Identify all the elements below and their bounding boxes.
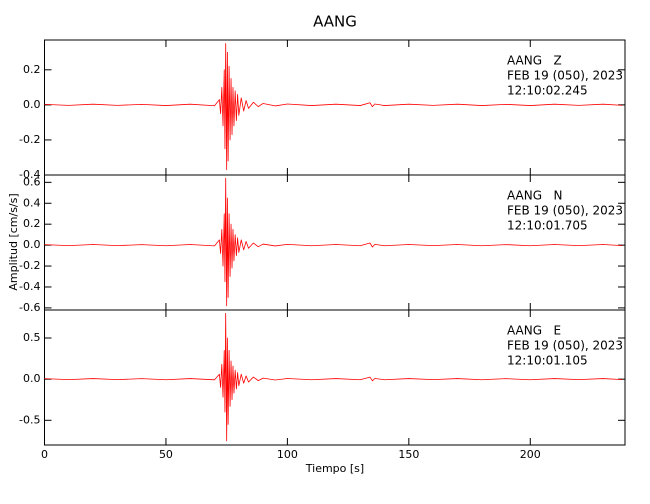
y-tick-label: 0.5 [23, 331, 41, 344]
chart-title: AANG [313, 13, 357, 31]
annotation: AANG Z [507, 54, 562, 68]
annotation: 12:10:01.705 [507, 219, 588, 233]
y-tick-label: -0.4 [19, 280, 40, 293]
annotation: FEB 19 (050), 2023 [507, 69, 623, 83]
annotation: FEB 19 (050), 2023 [507, 204, 623, 218]
x-tick-label: 0 [41, 448, 48, 461]
y-tick-label: 0.0 [23, 98, 41, 111]
y-axis-label: Amplitud [cm/s/s] [7, 193, 20, 290]
x-tick-label: 100 [277, 448, 298, 461]
x-axis-label: Tiempo [s] [305, 462, 364, 475]
annotation: AANG E [507, 324, 561, 338]
x-tick-label: 200 [520, 448, 541, 461]
y-tick-label: 0.0 [23, 372, 41, 385]
y-tick-label: -0.2 [19, 133, 40, 146]
y-tick-label: 0.2 [23, 217, 41, 230]
y-tick-label: 0.0 [23, 238, 41, 251]
annotation: FEB 19 (050), 2023 [507, 339, 623, 353]
waveform [44, 177, 623, 307]
annotation: 12:10:01.105 [507, 354, 588, 368]
y-tick-label: 0.4 [23, 196, 41, 209]
x-tick-label: 50 [159, 448, 173, 461]
plot-frame [44, 309, 626, 446]
waveform [44, 43, 623, 171]
waveform [44, 312, 623, 442]
y-tick-label: 0.2 [23, 63, 41, 76]
annotation: 12:10:02.245 [507, 84, 588, 98]
annotation: AANG N [507, 189, 562, 203]
x-tick-label: 150 [398, 448, 419, 461]
y-tick-label: -0.5 [19, 413, 40, 426]
y-tick-label: -0.6 [19, 301, 40, 314]
y-tick-label: -0.4 [19, 168, 40, 181]
y-tick-label: -0.2 [19, 259, 40, 272]
y-tick-label: 0.6 [23, 175, 41, 188]
